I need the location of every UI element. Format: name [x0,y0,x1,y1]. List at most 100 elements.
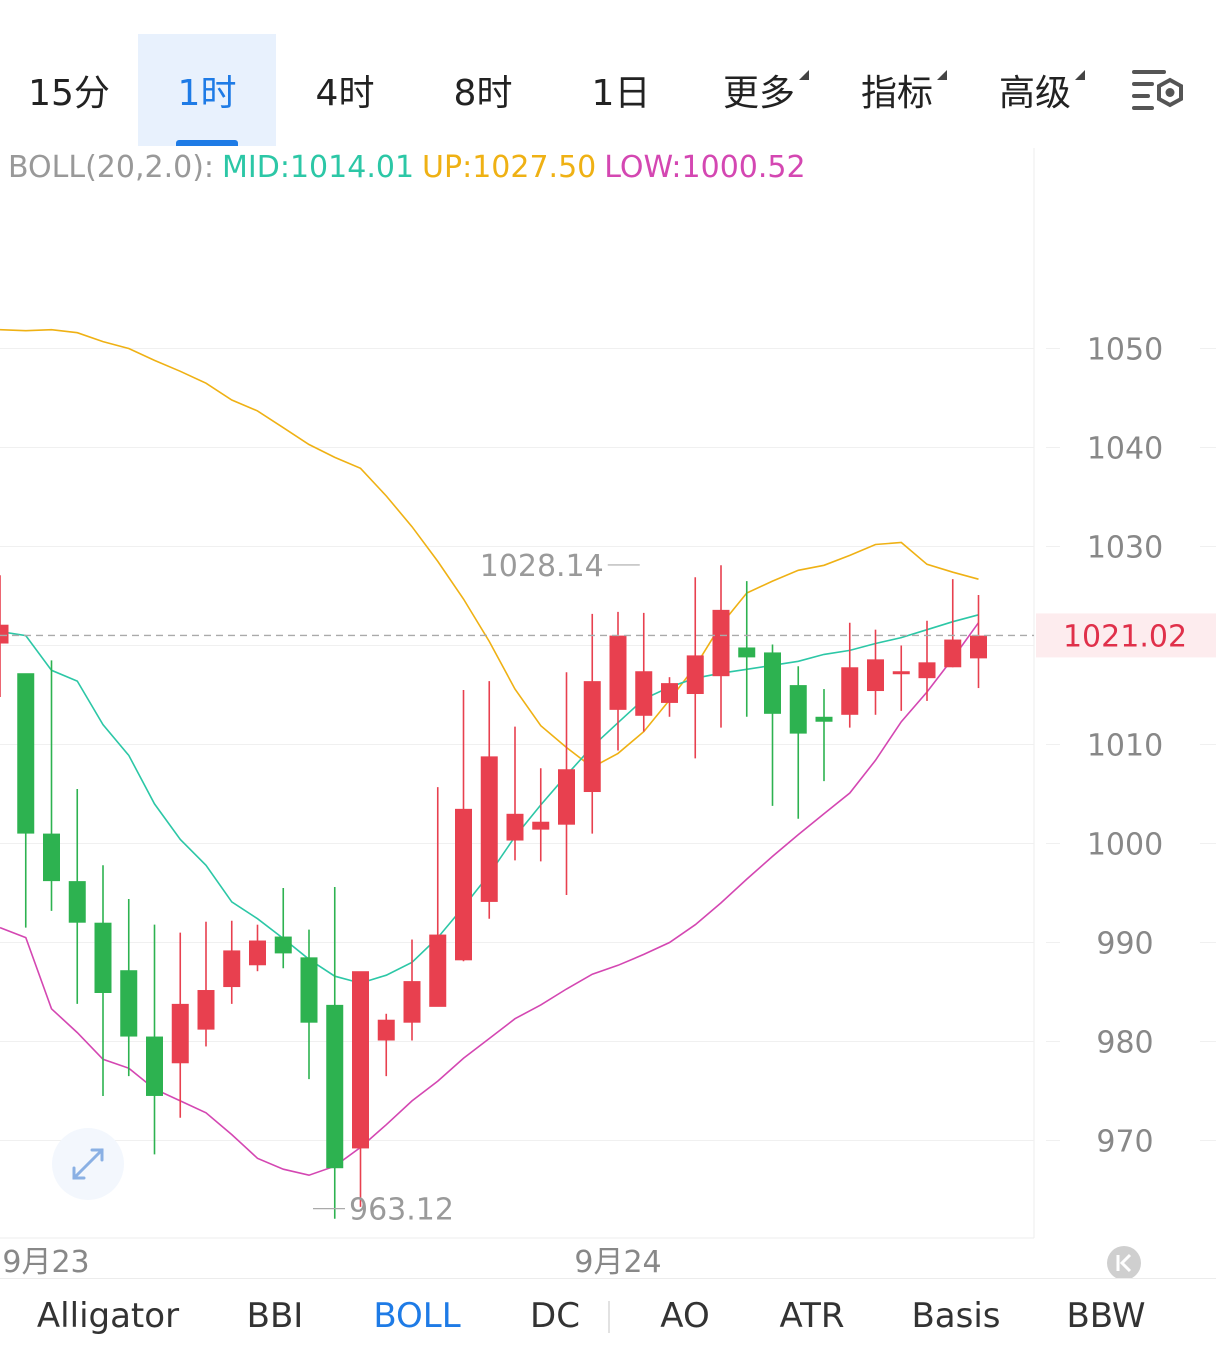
tab-label: 更多 [722,73,795,114]
candle-body [609,635,627,710]
candle [712,565,730,728]
indicator-boll[interactable]: BOLL [352,1279,482,1353]
candle-body [94,922,112,993]
boll-name: BOLL(20,2.0): [8,150,215,185]
indicator-bbi[interactable]: BBI [225,1279,325,1353]
tab-indicators-dropdown[interactable]: 指标 [828,34,966,146]
candle-body [841,667,859,715]
y-tick-label: 970 [1096,1125,1153,1160]
candle [892,645,910,711]
y-tick-label: 1050 [1087,333,1163,368]
candle [429,787,447,1007]
expand-chart-button[interactable] [52,1128,124,1200]
candle [867,629,884,715]
candle [738,581,756,717]
candle [635,612,653,732]
candle-body [867,659,884,692]
indicator-basis[interactable]: Basis [900,1279,1012,1353]
y-tick-label: 980 [1096,1026,1153,1061]
annotations: 1021.02 1028.14 963.12 [0,549,1216,1228]
candle [146,924,163,1155]
indicator-alligator[interactable]: Alligator [28,1279,188,1353]
scroll-latest-icon [1116,1253,1132,1273]
candle-body [635,671,653,716]
candle [686,577,704,759]
tab-label: 1时 [177,73,237,114]
candle-body [249,940,266,966]
candle [171,932,189,1118]
candle-body [532,821,550,830]
tab-label: 1日 [591,73,651,114]
dropdown-triangle-icon [1075,70,1085,80]
candle [352,971,369,1207]
candle [583,613,601,834]
candle-body [583,681,601,793]
candle [0,575,9,697]
candle [661,677,678,717]
candle [94,865,112,1096]
candle-body [480,756,498,902]
y-tick-label: 1030 [1087,531,1163,566]
indicator-dc[interactable]: DC [510,1279,600,1353]
tab-15min[interactable]: 15分 [0,34,138,146]
tab-4h[interactable]: 4时 [276,34,414,146]
candle-body [944,639,962,668]
candle [68,789,86,1004]
candle [197,921,215,1047]
candle [249,924,266,972]
chart-settings-icon[interactable] [1128,66,1188,118]
candle-body [300,957,318,1023]
candles [0,565,987,1219]
candle-body [558,769,575,825]
tab-label: 15分 [28,73,110,114]
candle-body [68,881,86,923]
candle [789,666,807,819]
indicator-atr[interactable]: ATR [760,1279,864,1353]
candle-body [970,635,987,659]
candle [944,579,962,668]
candle [815,689,833,782]
boll-low-value: LOW:1000.52 [604,150,806,185]
x-axis: 9月23 9月24 [2,1245,661,1278]
indicator-bbw[interactable]: BBW [1050,1279,1162,1353]
y-tick-label: 1010 [1087,729,1163,764]
indicator-label: AO [660,1296,710,1336]
tab-1h[interactable]: 1时 [138,34,276,146]
tab-more-dropdown[interactable]: 更多 [690,34,828,146]
candle [403,939,421,1041]
last-price-tag [1036,613,1216,658]
tab-advanced-dropdown[interactable]: 高级 [966,34,1104,146]
candle [764,644,781,806]
candle [480,681,498,919]
candle-body [918,662,936,679]
candle [274,888,292,969]
tab-label: 4时 [315,73,375,114]
candle [43,660,60,911]
candle [506,726,524,861]
candle-body [403,981,421,1023]
indicator-ao[interactable]: AO [640,1279,730,1353]
candle-body [197,990,215,1030]
candle [300,929,318,1080]
timeframe-tabs: 15分 1时 4时 8时 1日 更多 指标 高级 [0,0,1216,148]
boll-mid-value: MID:1014.01 [222,150,415,185]
x-tick-label: 9月23 [2,1245,89,1278]
candle-body [892,671,910,675]
candle [455,690,472,962]
indicator-label: BBI [246,1296,304,1336]
tab-8h[interactable]: 8时 [414,34,552,146]
candle-body [171,1003,189,1064]
indicator-label: Basis [911,1296,1001,1336]
min-price-label: 963.12 [349,1193,454,1228]
candle-body [738,647,756,658]
candle-body [506,813,524,841]
candle-body [223,950,241,988]
expand-icon [72,1148,104,1180]
candle [558,672,575,895]
boll-legend: BOLL(20,2.0): MID:1014.01 UP:1027.50 LOW:10… [8,150,814,185]
candle [326,887,344,1219]
tab-1d[interactable]: 1日 [552,34,690,146]
candle [609,611,627,751]
scroll-to-latest-button[interactable] [1107,1246,1141,1278]
